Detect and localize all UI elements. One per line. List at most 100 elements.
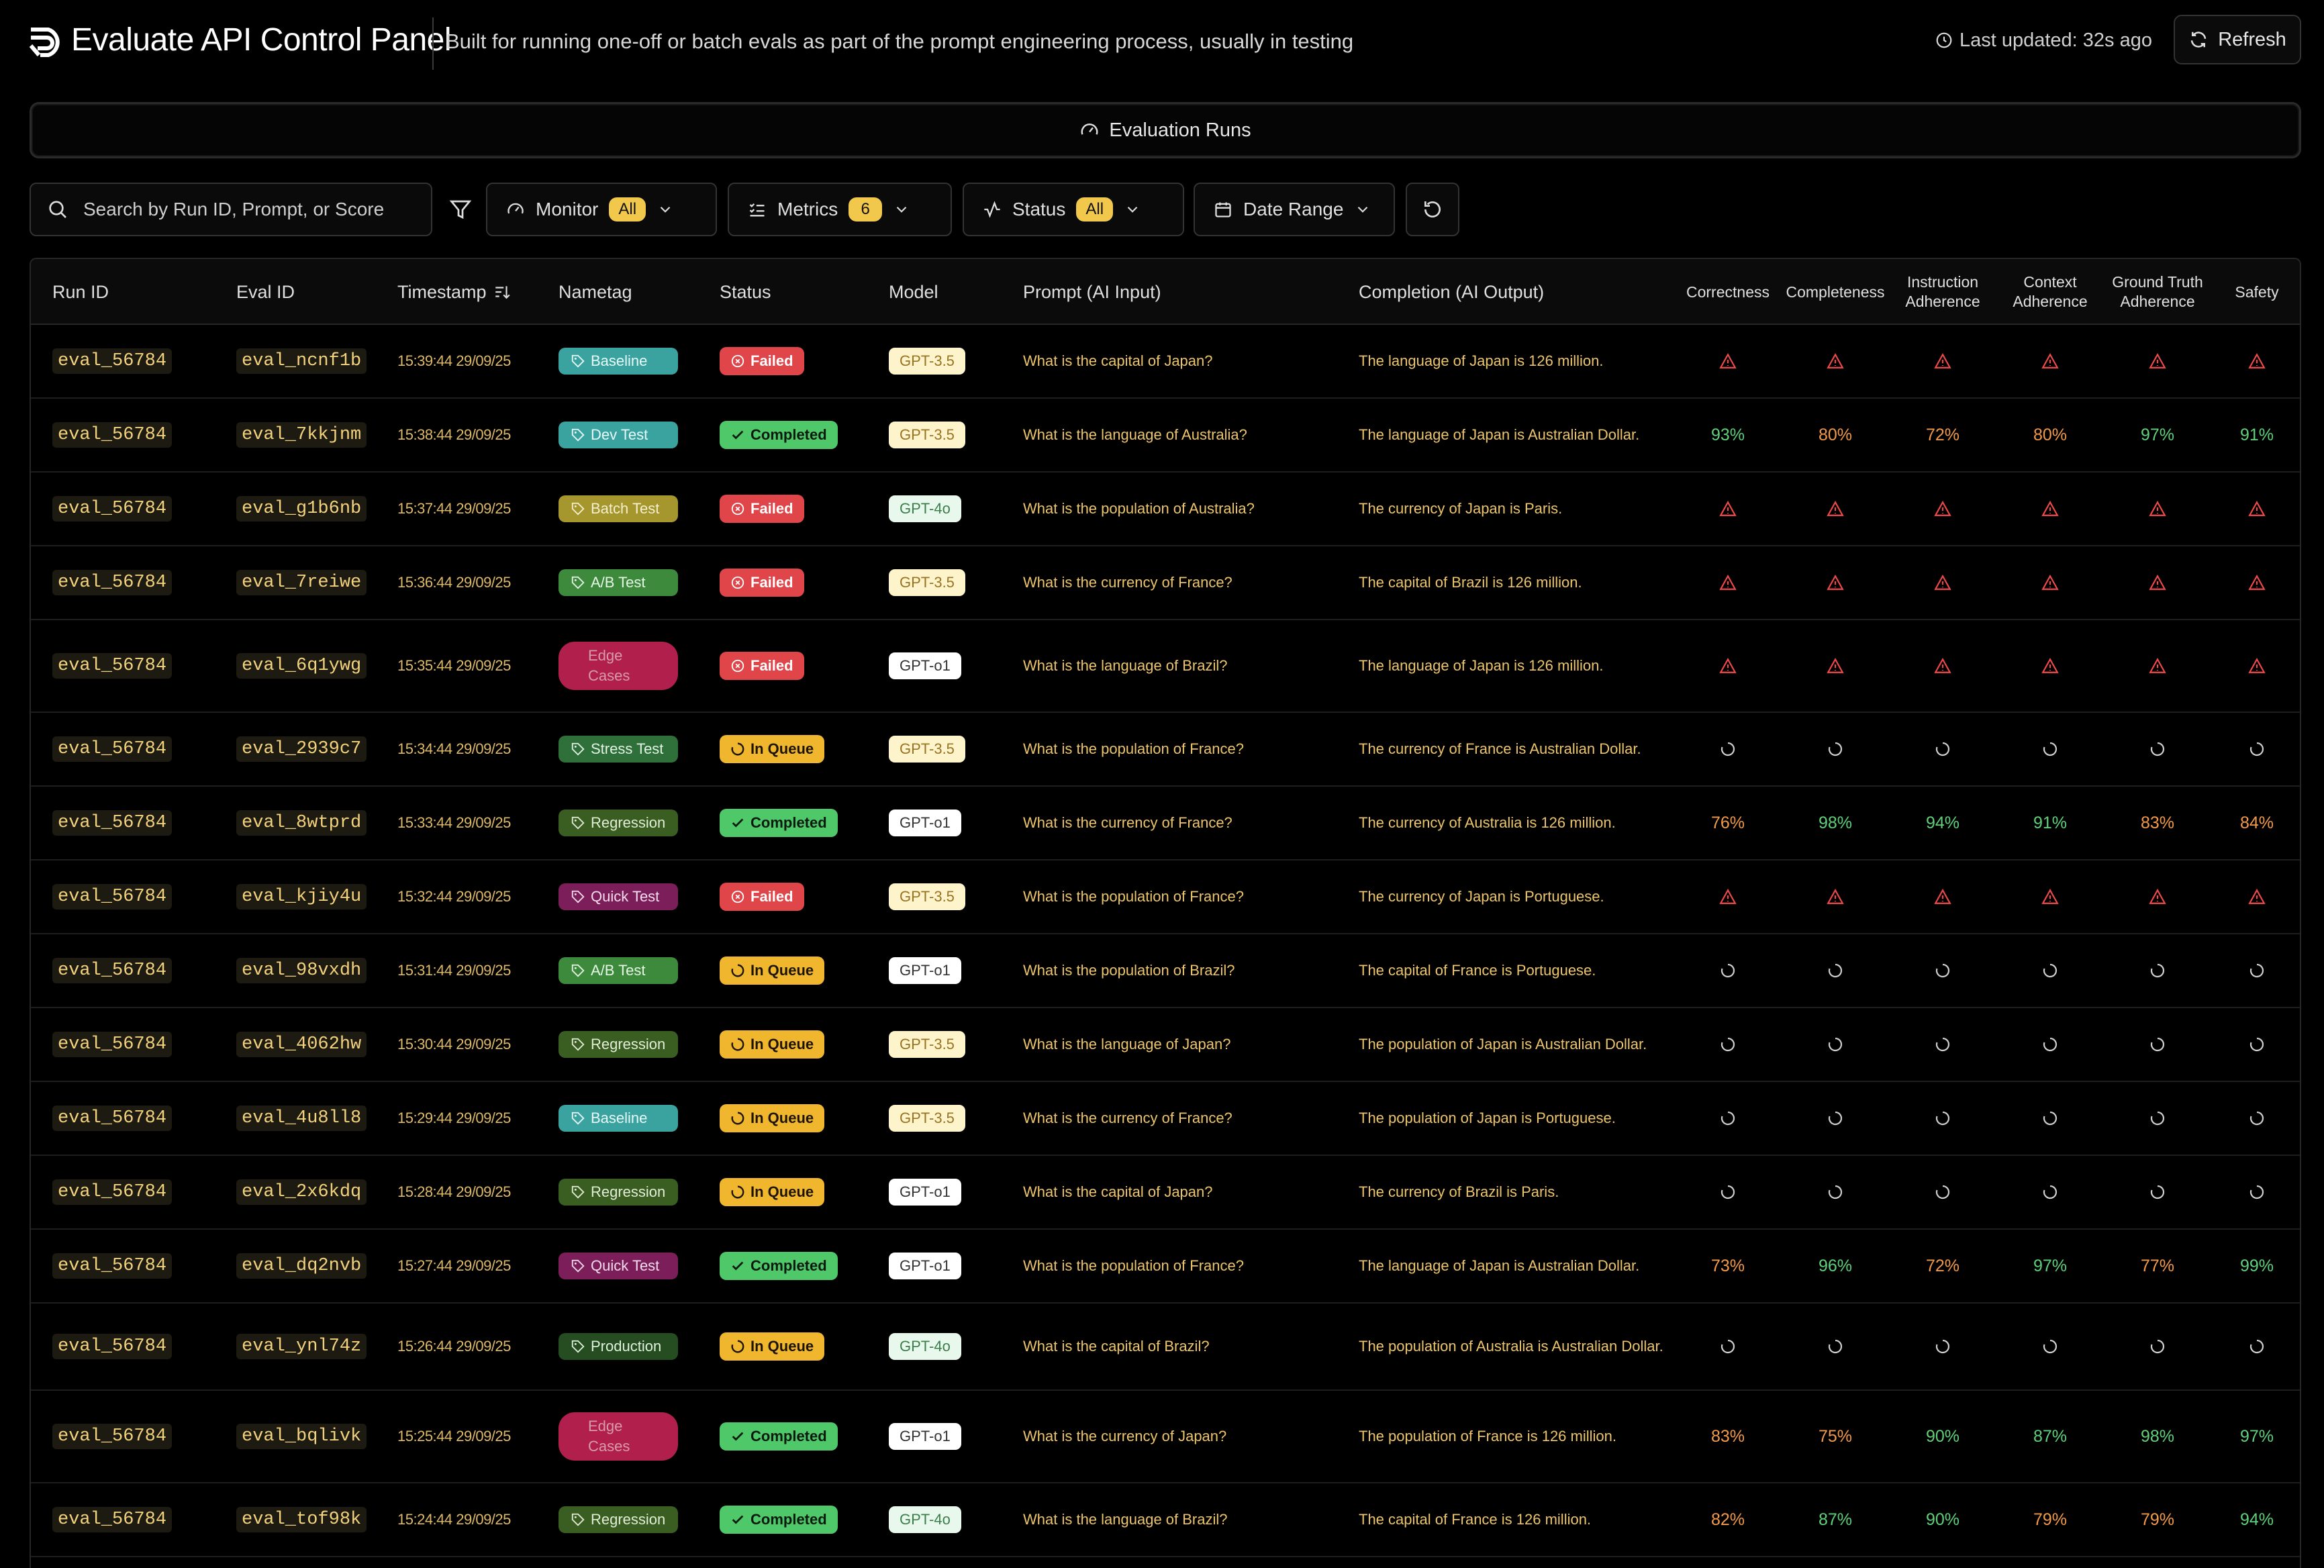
- prompt-text[interactable]: What is the language of Japan?: [1023, 1036, 1231, 1052]
- model-badge[interactable]: GPT-3.5: [889, 1105, 965, 1132]
- run-id[interactable]: eval_56784: [52, 958, 173, 983]
- completion-text[interactable]: The currency of Japan is Portuguese.: [1359, 888, 1604, 905]
- table-row[interactable]: eval_56784 eval_4062hw 15:30:44 29/09/25 Re…: [31, 1008, 2300, 1082]
- nametag-badge[interactable]: Edge Cases: [559, 642, 678, 690]
- table-row[interactable]: eval_56784 eval_ynl74z 15:26:44 29/09/25 Pr…: [31, 1304, 2300, 1391]
- table-row[interactable]: eval_56784 eval_kjiy4u 15:32:44 29/09/25 Qu…: [31, 861, 2300, 934]
- status-badge[interactable]: In Queue: [720, 1178, 825, 1206]
- status-badge[interactable]: Completed: [720, 1422, 838, 1451]
- run-id[interactable]: eval_56784: [52, 736, 173, 762]
- status-badge[interactable]: Completed: [720, 1506, 838, 1534]
- run-id[interactable]: eval_56784: [52, 1334, 173, 1359]
- run-id[interactable]: eval_56784: [52, 1253, 173, 1279]
- status-badge[interactable]: Failed: [720, 347, 804, 375]
- run-id[interactable]: eval_56784: [52, 810, 173, 836]
- status-badge[interactable]: Failed: [720, 652, 804, 680]
- completion-text[interactable]: The population of Australia is Australia…: [1359, 1338, 1663, 1355]
- run-id[interactable]: eval_56784: [52, 1424, 173, 1449]
- col-run-id[interactable]: Run ID: [52, 281, 109, 302]
- col-model[interactable]: Model: [889, 281, 938, 302]
- run-id[interactable]: eval_56784: [52, 422, 173, 448]
- col-eval-id[interactable]: Eval ID: [236, 281, 295, 302]
- nametag-badge[interactable]: Baseline: [559, 348, 678, 375]
- completion-text[interactable]: The population of France is 126 million.: [1359, 1428, 1616, 1444]
- nametag-badge[interactable]: Dev Test: [559, 422, 678, 448]
- status-badge[interactable]: Failed: [720, 569, 804, 597]
- eval-id[interactable]: eval_4062hw: [236, 1032, 367, 1057]
- nametag-badge[interactable]: A/B Test: [559, 569, 678, 596]
- nametag-badge[interactable]: Quick Test: [559, 1253, 678, 1279]
- prompt-text[interactable]: What is the population of France?: [1023, 888, 1244, 905]
- table-row[interactable]: eval_56784 eval_tof98k 15:24:44 29/09/25 Re…: [31, 1483, 2300, 1557]
- model-badge[interactable]: GPT-o1: [889, 652, 961, 679]
- model-badge[interactable]: GPT-4o: [889, 1506, 961, 1533]
- metrics-filter[interactable]: Metrics 6: [728, 183, 952, 236]
- col-completeness[interactable]: Completeness: [1786, 283, 1885, 301]
- table-row[interactable]: eval_56784 eval_98vxdh 15:31:44 29/09/25 A/…: [31, 934, 2300, 1008]
- prompt-text[interactable]: What is the currency of Japan?: [1023, 1428, 1227, 1444]
- nametag-badge[interactable]: Stress Test: [559, 736, 678, 763]
- status-badge[interactable]: Completed: [720, 809, 838, 837]
- col-instruction-adherence[interactable]: Instruction Adherence: [1905, 273, 1980, 310]
- model-badge[interactable]: GPT-3.5: [889, 569, 965, 596]
- table-row[interactable]: eval_56784 eval_bqlivk 15:25:44 29/09/25 Ed…: [31, 1391, 2300, 1483]
- completion-text[interactable]: The population of Japan is Portuguese.: [1359, 1110, 1616, 1126]
- eval-id[interactable]: eval_98vxdh: [236, 958, 367, 983]
- refresh-button[interactable]: Refresh: [2174, 15, 2301, 64]
- completion-text[interactable]: The capital of France is Portuguese.: [1359, 962, 1596, 979]
- prompt-text[interactable]: What is the currency of France?: [1023, 814, 1232, 831]
- status-badge[interactable]: In Queue: [720, 735, 825, 763]
- model-badge[interactable]: GPT-o1: [889, 1253, 961, 1279]
- status-badge[interactable]: In Queue: [720, 1030, 825, 1059]
- col-status[interactable]: Status: [720, 281, 771, 302]
- col-ground-truth-adherence[interactable]: Ground Truth Adherence: [2112, 273, 2203, 310]
- completion-text[interactable]: The currency of Brazil is Paris.: [1359, 1183, 1559, 1200]
- table-row[interactable]: eval_56784 eval_2x6kdq 15:28:44 29/09/25 Re…: [31, 1156, 2300, 1230]
- prompt-text[interactable]: What is the language of Brazil?: [1023, 1511, 1228, 1528]
- prompt-text[interactable]: What is the currency of France?: [1023, 574, 1232, 591]
- col-context-adherence[interactable]: Context Adherence: [2013, 273, 2088, 310]
- eval-id[interactable]: eval_8wtprd: [236, 810, 367, 836]
- eval-id[interactable]: eval_2939c7: [236, 736, 367, 762]
- run-id[interactable]: eval_56784: [52, 884, 173, 910]
- eval-id[interactable]: eval_6q1ywg: [236, 653, 367, 679]
- status-badge[interactable]: Failed: [720, 883, 804, 911]
- table-row[interactable]: eval_56784 eval_7reiwe 15:36:44 29/09/25 A/…: [31, 546, 2300, 620]
- run-id[interactable]: eval_56784: [52, 348, 173, 374]
- completion-text[interactable]: The language of Japan is Australian Doll…: [1359, 426, 1640, 443]
- col-timestamp[interactable]: Timestamp: [397, 259, 511, 325]
- run-id[interactable]: eval_56784: [52, 1106, 173, 1131]
- eval-id[interactable]: eval_dq2nvb: [236, 1253, 367, 1279]
- eval-id[interactable]: eval_bqlivk: [236, 1424, 367, 1449]
- status-filter[interactable]: Status All: [963, 183, 1184, 236]
- run-id[interactable]: eval_56784: [52, 1507, 173, 1532]
- col-nametag[interactable]: Nametag: [559, 281, 632, 302]
- status-badge[interactable]: Completed: [720, 1252, 838, 1280]
- completion-text[interactable]: The capital of Brazil is 126 million.: [1359, 574, 1582, 591]
- model-badge[interactable]: GPT-3.5: [889, 1031, 965, 1058]
- status-badge[interactable]: Failed: [720, 495, 804, 523]
- nametag-badge[interactable]: Regression: [559, 1031, 678, 1058]
- eval-id[interactable]: eval_kjiy4u: [236, 884, 367, 910]
- run-id[interactable]: eval_56784: [52, 653, 173, 679]
- completion-text[interactable]: The language of Japan is Australian Doll…: [1359, 1257, 1640, 1274]
- col-safety[interactable]: Safety: [2235, 283, 2279, 301]
- nametag-badge[interactable]: Regression: [559, 810, 678, 836]
- model-badge[interactable]: GPT-o1: [889, 1423, 961, 1450]
- completion-text[interactable]: The capital of France is 126 million.: [1359, 1511, 1592, 1528]
- model-badge[interactable]: GPT-3.5: [889, 348, 965, 375]
- completion-text[interactable]: The language of Japan is 126 million.: [1359, 657, 1604, 674]
- table-row[interactable]: eval_56784 eval_7kkjnm 15:38:44 29/09/25 De…: [31, 399, 2300, 473]
- search-box[interactable]: [30, 183, 432, 236]
- eval-id[interactable]: eval_ncnf1b: [236, 348, 367, 374]
- search-input[interactable]: [83, 199, 419, 220]
- status-badge[interactable]: In Queue: [720, 1332, 825, 1361]
- col-prompt[interactable]: Prompt (AI Input): [1023, 281, 1161, 302]
- nametag-badge[interactable]: Quick Test: [559, 883, 678, 910]
- eval-id[interactable]: eval_2x6kdq: [236, 1179, 367, 1205]
- prompt-text[interactable]: What is the population of France?: [1023, 740, 1244, 757]
- table-row[interactable]: eval_56784 eval_dq2nvb 15:27:44 29/09/25 Qu…: [31, 1230, 2300, 1304]
- table-row[interactable]: eval_56784 eval_4u8ll8 15:29:44 29/09/25 Ba…: [31, 1082, 2300, 1156]
- eval-id[interactable]: eval_tof98k: [236, 1507, 367, 1532]
- model-badge[interactable]: GPT-3.5: [889, 736, 965, 763]
